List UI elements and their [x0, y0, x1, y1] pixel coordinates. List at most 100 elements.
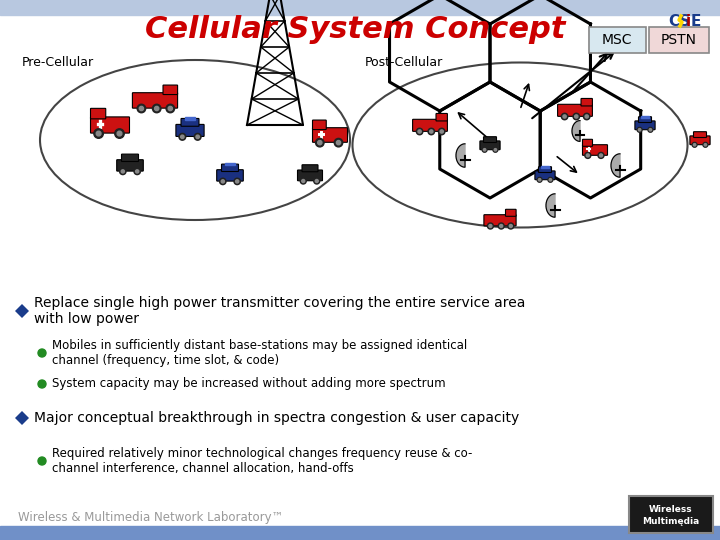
- Circle shape: [234, 178, 240, 185]
- Circle shape: [586, 154, 589, 157]
- Circle shape: [120, 168, 126, 174]
- Circle shape: [483, 148, 486, 151]
- Circle shape: [315, 138, 324, 147]
- Bar: [642, 116, 649, 118]
- FancyBboxPatch shape: [629, 496, 713, 533]
- FancyBboxPatch shape: [222, 164, 238, 172]
- FancyBboxPatch shape: [693, 132, 706, 138]
- Circle shape: [114, 129, 125, 138]
- Circle shape: [637, 127, 642, 132]
- FancyBboxPatch shape: [122, 154, 138, 161]
- Circle shape: [482, 147, 487, 152]
- Circle shape: [562, 113, 568, 120]
- Circle shape: [235, 180, 239, 183]
- FancyBboxPatch shape: [117, 160, 143, 171]
- FancyBboxPatch shape: [176, 124, 204, 137]
- Circle shape: [336, 140, 341, 145]
- FancyBboxPatch shape: [413, 119, 447, 131]
- Text: Multimędia: Multimędia: [642, 517, 700, 526]
- Circle shape: [583, 113, 590, 120]
- FancyBboxPatch shape: [635, 121, 655, 130]
- Bar: [0, 0, 720, 15]
- FancyBboxPatch shape: [312, 127, 348, 143]
- FancyBboxPatch shape: [582, 145, 608, 156]
- Circle shape: [600, 154, 603, 157]
- FancyBboxPatch shape: [505, 210, 516, 217]
- Circle shape: [155, 106, 159, 111]
- Circle shape: [704, 144, 706, 146]
- Circle shape: [703, 143, 708, 147]
- Circle shape: [440, 130, 444, 133]
- FancyBboxPatch shape: [302, 165, 318, 172]
- Bar: [225, 163, 235, 165]
- FancyBboxPatch shape: [582, 139, 593, 146]
- Text: Post-Cellular: Post-Cellular: [365, 56, 444, 69]
- FancyBboxPatch shape: [312, 120, 326, 130]
- Text: System capacity may be increased without adding more spectrum: System capacity may be increased without…: [52, 377, 446, 390]
- Circle shape: [539, 179, 541, 181]
- Circle shape: [135, 170, 139, 173]
- Circle shape: [549, 179, 552, 181]
- Circle shape: [585, 115, 588, 118]
- Circle shape: [196, 135, 199, 138]
- Circle shape: [96, 131, 101, 136]
- Text: MSC: MSC: [602, 33, 632, 47]
- Circle shape: [573, 113, 580, 120]
- FancyBboxPatch shape: [639, 117, 652, 123]
- Circle shape: [117, 131, 122, 136]
- Text: PSTN: PSTN: [661, 33, 697, 47]
- Polygon shape: [456, 144, 465, 167]
- Text: E: E: [691, 15, 701, 30]
- Polygon shape: [572, 120, 580, 141]
- Circle shape: [121, 170, 125, 173]
- Bar: [541, 166, 549, 168]
- Text: Cellular System Concept: Cellular System Concept: [145, 16, 565, 44]
- Circle shape: [318, 140, 322, 145]
- FancyBboxPatch shape: [535, 171, 555, 180]
- Circle shape: [134, 168, 140, 174]
- Text: CS: CS: [668, 15, 690, 30]
- FancyBboxPatch shape: [217, 170, 243, 181]
- Bar: [185, 117, 195, 120]
- FancyBboxPatch shape: [484, 137, 497, 143]
- Circle shape: [430, 130, 433, 133]
- Text: Wireless & Multimedia Network Laboratory™: Wireless & Multimedia Network Laboratory…: [18, 511, 284, 524]
- Circle shape: [548, 178, 553, 182]
- Circle shape: [438, 128, 445, 135]
- Circle shape: [38, 457, 46, 465]
- Circle shape: [334, 138, 343, 147]
- Circle shape: [168, 106, 172, 111]
- FancyBboxPatch shape: [297, 170, 323, 181]
- FancyBboxPatch shape: [484, 215, 516, 226]
- FancyBboxPatch shape: [557, 104, 593, 116]
- Circle shape: [221, 180, 225, 183]
- Circle shape: [315, 179, 318, 183]
- Circle shape: [598, 152, 604, 158]
- Circle shape: [38, 380, 46, 388]
- FancyBboxPatch shape: [690, 136, 710, 145]
- Text: Wireless: Wireless: [649, 505, 693, 515]
- Circle shape: [648, 127, 653, 132]
- Text: Replace single high power transmitter covering the entire service area
with low : Replace single high power transmitter co…: [34, 296, 526, 326]
- Text: Pre-Cellular: Pre-Cellular: [22, 56, 94, 69]
- Circle shape: [416, 128, 423, 135]
- Circle shape: [137, 104, 145, 113]
- FancyBboxPatch shape: [436, 113, 447, 121]
- Bar: [0, 526, 720, 540]
- Circle shape: [537, 178, 542, 182]
- Circle shape: [692, 143, 697, 147]
- Circle shape: [418, 130, 421, 133]
- Circle shape: [575, 115, 578, 118]
- Circle shape: [500, 225, 503, 227]
- Circle shape: [300, 178, 306, 184]
- Circle shape: [38, 349, 46, 357]
- FancyBboxPatch shape: [539, 167, 552, 172]
- Text: Major conceptual breakthrough in spectra congestion & user capacity: Major conceptual breakthrough in spectra…: [34, 411, 519, 425]
- Circle shape: [493, 147, 498, 152]
- Text: Mobiles in sufficiently distant base-stations may be assigned identical
channel : Mobiles in sufficiently distant base-sta…: [52, 339, 467, 367]
- Circle shape: [139, 106, 143, 111]
- Circle shape: [181, 135, 184, 138]
- FancyBboxPatch shape: [91, 117, 130, 133]
- FancyBboxPatch shape: [589, 27, 646, 53]
- FancyBboxPatch shape: [581, 98, 593, 106]
